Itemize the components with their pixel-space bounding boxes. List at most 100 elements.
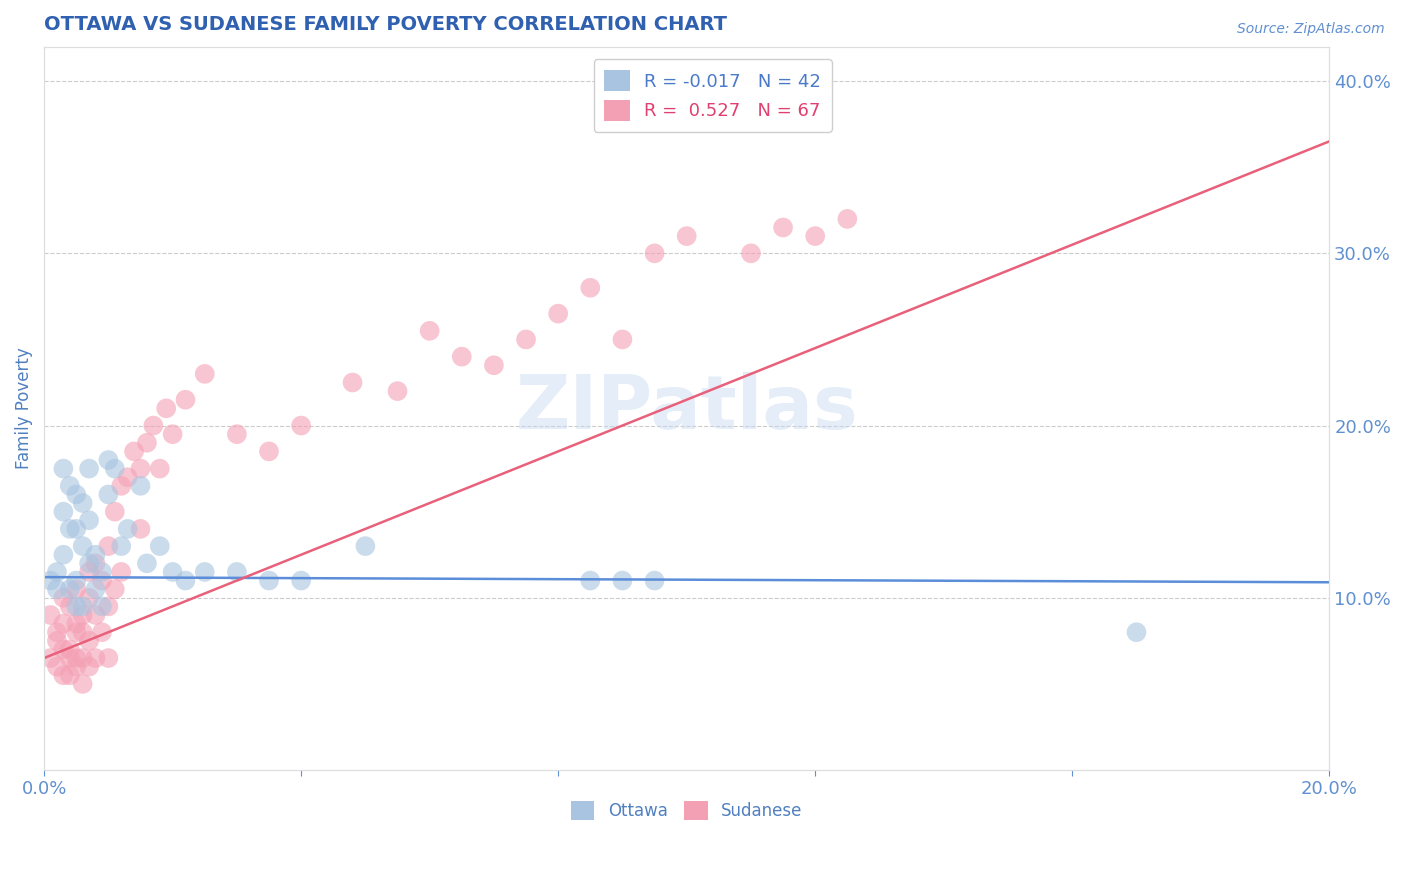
- Point: [59, 651, 82, 665]
- Point: [39, 607, 62, 622]
- Point: [482, 359, 505, 373]
- Point: [65, 651, 87, 665]
- Point: [97, 651, 120, 665]
- Point: [162, 565, 184, 579]
- Point: [174, 392, 197, 407]
- Point: [91, 574, 114, 588]
- Point: [77, 633, 100, 648]
- Point: [72, 599, 94, 614]
- Point: [547, 307, 569, 321]
- Point: [110, 479, 132, 493]
- Legend: Ottawa, Sudanese: Ottawa, Sudanese: [564, 794, 808, 827]
- Point: [419, 324, 441, 338]
- Point: [84, 651, 107, 665]
- Point: [135, 435, 157, 450]
- Text: Source: ZipAtlas.com: Source: ZipAtlas.com: [1237, 22, 1385, 37]
- Point: [84, 548, 107, 562]
- Point: [142, 418, 165, 433]
- Point: [354, 539, 377, 553]
- Point: [612, 333, 634, 347]
- Point: [59, 582, 82, 596]
- Point: [644, 574, 666, 588]
- Point: [77, 461, 100, 475]
- Point: [110, 565, 132, 579]
- Point: [225, 427, 247, 442]
- Point: [72, 651, 94, 665]
- Point: [46, 633, 69, 648]
- Point: [135, 557, 157, 571]
- Point: [675, 229, 697, 244]
- Point: [97, 539, 120, 553]
- Point: [46, 582, 69, 596]
- Point: [579, 281, 602, 295]
- Point: [772, 220, 794, 235]
- Point: [162, 427, 184, 442]
- Point: [46, 659, 69, 673]
- Point: [290, 574, 312, 588]
- Point: [77, 659, 100, 673]
- Point: [52, 642, 75, 657]
- Point: [65, 616, 87, 631]
- Point: [129, 479, 152, 493]
- Point: [65, 487, 87, 501]
- Point: [59, 642, 82, 657]
- Point: [65, 574, 87, 588]
- Point: [450, 350, 472, 364]
- Point: [72, 607, 94, 622]
- Point: [104, 582, 127, 596]
- Point: [257, 574, 280, 588]
- Point: [117, 522, 139, 536]
- Point: [72, 539, 94, 553]
- Point: [387, 384, 409, 398]
- Point: [129, 461, 152, 475]
- Point: [52, 548, 75, 562]
- Point: [39, 651, 62, 665]
- Point: [65, 522, 87, 536]
- Point: [104, 461, 127, 475]
- Point: [84, 582, 107, 596]
- Point: [97, 599, 120, 614]
- Point: [194, 565, 217, 579]
- Point: [84, 557, 107, 571]
- Point: [65, 582, 87, 596]
- Point: [72, 625, 94, 640]
- Point: [117, 470, 139, 484]
- Point: [1125, 625, 1147, 640]
- Text: ZIPatlas: ZIPatlas: [516, 372, 858, 445]
- Point: [39, 574, 62, 588]
- Point: [59, 599, 82, 614]
- Point: [129, 522, 152, 536]
- Point: [52, 461, 75, 475]
- Point: [740, 246, 762, 260]
- Point: [77, 591, 100, 605]
- Text: OTTAWA VS SUDANESE FAMILY POVERTY CORRELATION CHART: OTTAWA VS SUDANESE FAMILY POVERTY CORREL…: [44, 15, 727, 34]
- Point: [52, 591, 75, 605]
- Point: [46, 565, 69, 579]
- Point: [174, 574, 197, 588]
- Point: [52, 668, 75, 682]
- Point: [149, 539, 172, 553]
- Point: [65, 599, 87, 614]
- Point: [194, 367, 217, 381]
- Point: [155, 401, 177, 416]
- Point: [612, 574, 634, 588]
- Point: [72, 496, 94, 510]
- Point: [52, 505, 75, 519]
- Point: [77, 565, 100, 579]
- Point: [290, 418, 312, 433]
- Point: [77, 513, 100, 527]
- Point: [91, 599, 114, 614]
- Point: [91, 565, 114, 579]
- Point: [515, 333, 537, 347]
- Point: [72, 677, 94, 691]
- Point: [149, 461, 172, 475]
- Point: [46, 625, 69, 640]
- Point: [97, 453, 120, 467]
- Point: [110, 539, 132, 553]
- Point: [122, 444, 145, 458]
- Point: [91, 625, 114, 640]
- Point: [804, 229, 827, 244]
- Point: [257, 444, 280, 458]
- Point: [579, 574, 602, 588]
- Point: [65, 659, 87, 673]
